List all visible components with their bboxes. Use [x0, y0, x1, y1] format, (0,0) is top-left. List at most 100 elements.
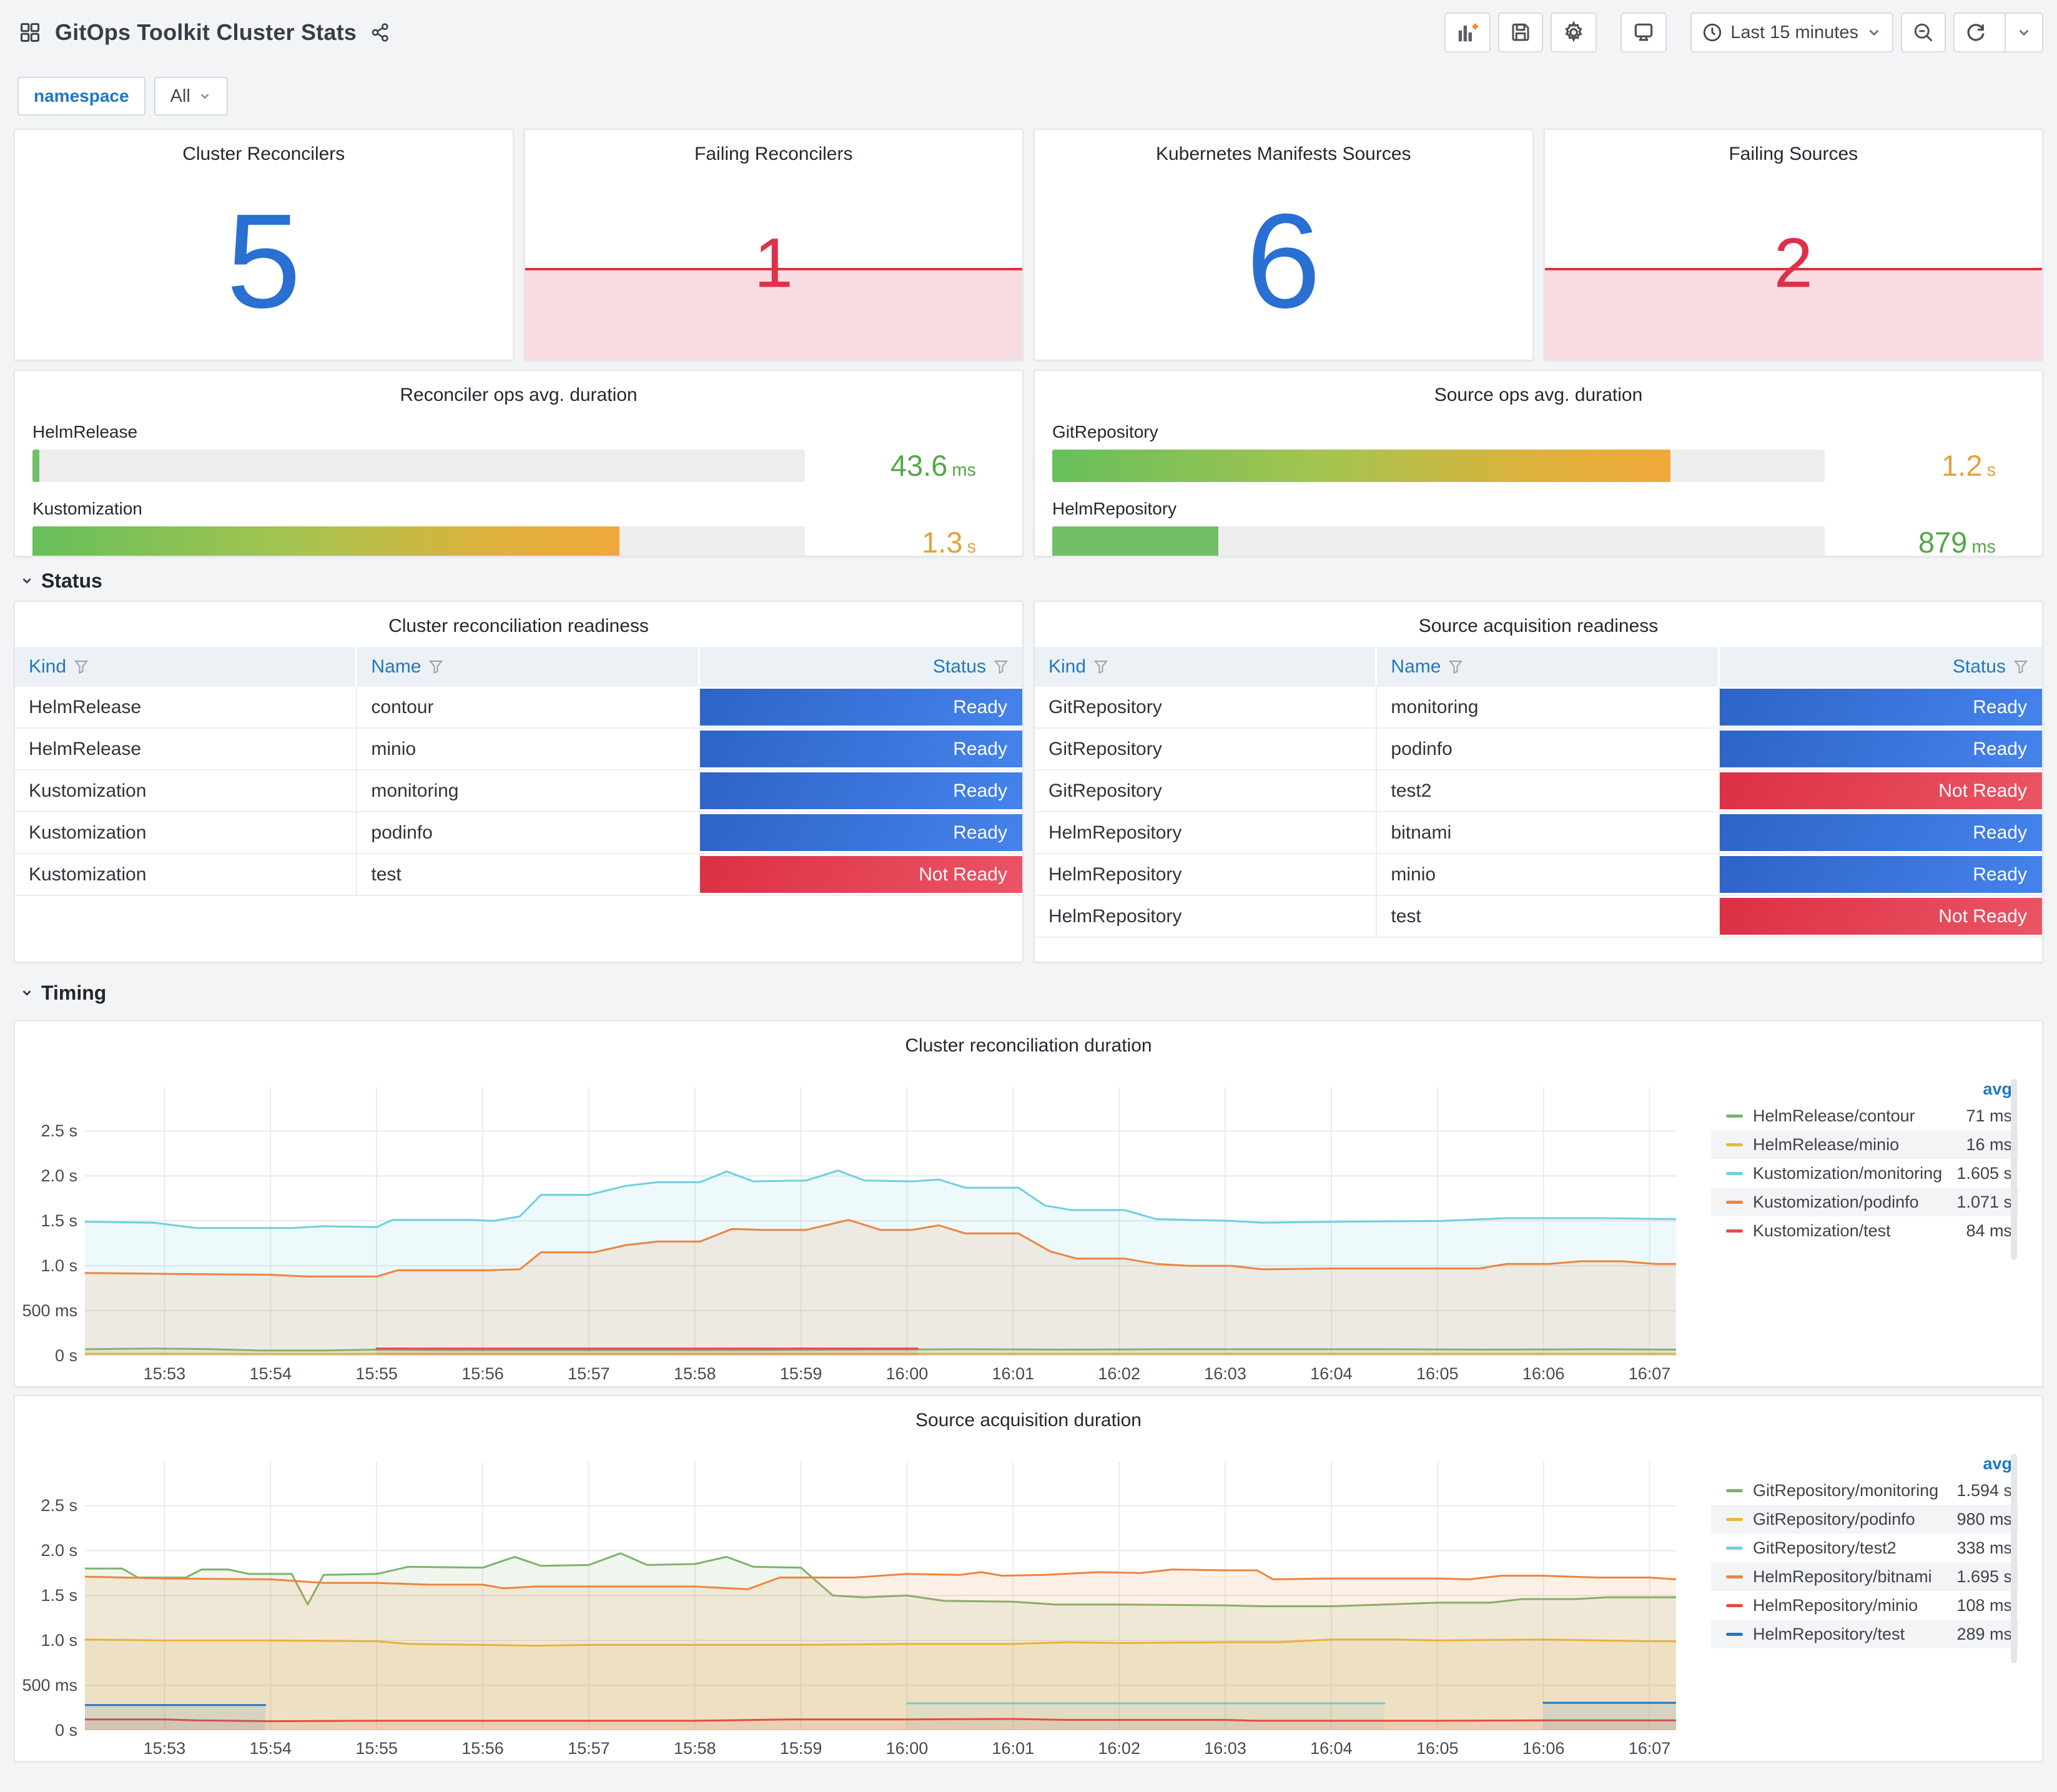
legend-item[interactable]: HelmRepository/bitnami 1.695 s — [1711, 1562, 2018, 1591]
column-header-kind[interactable]: Kind — [15, 647, 358, 687]
y-axis-tick: 1.0 s — [41, 1631, 77, 1650]
chevron-down-icon — [20, 574, 34, 588]
section-row-timing[interactable]: Timing — [14, 973, 2043, 1013]
panel-title[interactable]: Kubernetes Manifests Sources — [1155, 144, 1411, 164]
legend-series-name: GitRepository/test2 — [1753, 1538, 1897, 1557]
legend-avg-header[interactable]: avg — [1983, 1454, 2012, 1473]
panel-title[interactable]: Cluster reconciliation readiness — [388, 616, 649, 636]
legend-item[interactable]: HelmRepository/minio 108 ms — [1711, 1591, 2018, 1620]
panel-title[interactable]: Source acquisition readiness — [1418, 616, 1659, 636]
gauge-label: Kustomization — [32, 499, 142, 518]
funnel-icon[interactable] — [1093, 659, 1108, 674]
plot-area[interactable] — [85, 1462, 1676, 1730]
add-panel-button[interactable] — [1444, 12, 1491, 52]
legend-avg-header[interactable]: avg — [1983, 1080, 2012, 1098]
panel-title[interactable]: Reconciler ops avg. duration — [400, 385, 638, 405]
legend-series-avg: 1.605 s — [1956, 1163, 2012, 1183]
y-axis-tick: 2.5 s — [41, 1121, 77, 1141]
gauge-panel-source-ops: Source ops avg. duration GitRepository 1… — [1033, 370, 2043, 557]
gauge-fill — [1052, 449, 1670, 482]
status-cell: Not Ready — [1719, 896, 2042, 937]
refresh-icon[interactable] — [1955, 14, 1997, 51]
column-header-name[interactable]: Name — [357, 647, 700, 687]
table: Kind Name Status GitRepository monitoring Rea… — [1035, 647, 2042, 962]
table-row: Kustomization monitoring Ready — [15, 770, 1022, 812]
column-header-name[interactable]: Name — [1377, 647, 1720, 687]
table-cell: HelmRepository — [1035, 854, 1378, 895]
share-alt-icon[interactable] — [370, 22, 390, 42]
zoom-out-button[interactable] — [1901, 12, 1946, 52]
legend-item[interactable]: HelmRepository/test 289 ms — [1711, 1620, 2018, 1648]
stat-panel-failing-sources: Failing Sources 2 — [1543, 129, 2043, 361]
table-cell: HelmRelease — [15, 687, 358, 727]
legend-item[interactable]: GitRepository/monitoring 1.594 s — [1711, 1476, 2018, 1505]
panel-title[interactable]: Cluster Reconcilers — [182, 144, 345, 164]
funnel-icon[interactable] — [1448, 659, 1463, 674]
x-axis-tick: 16:04 — [1310, 1364, 1353, 1383]
panel-title[interactable]: Failing Reconcilers — [694, 144, 853, 164]
refresh-button[interactable] — [1953, 12, 2043, 52]
funnel-icon[interactable] — [74, 659, 89, 674]
legend-series-swatch — [1726, 1489, 1743, 1492]
variable-namespace-value-dropdown[interactable]: All — [154, 77, 228, 116]
x-axis-tick: 16:07 — [1628, 1364, 1671, 1383]
y-axis-tick: 500 ms — [22, 1301, 77, 1321]
status-cell: Not Ready — [1719, 770, 2042, 811]
legend-item[interactable]: GitRepository/test2 338 ms — [1711, 1534, 2018, 1562]
panel-title[interactable]: Source ops avg. duration — [1434, 385, 1643, 405]
status-badge: Ready — [1719, 856, 2042, 893]
status-cell: Ready — [699, 687, 1022, 727]
legend-item[interactable]: HelmRelease/contour 71 ms — [1711, 1101, 2018, 1130]
legend-item[interactable]: HelmRelease/minio 16 ms — [1711, 1130, 2018, 1159]
funnel-icon[interactable] — [428, 659, 443, 674]
section-row-status[interactable]: Status — [14, 561, 2043, 601]
funnel-icon[interactable] — [2013, 659, 2028, 674]
table-cell: GitRepository — [1035, 729, 1378, 769]
table-row: GitRepository podinfo Ready — [1035, 729, 2042, 770]
panel-title[interactable]: Failing Sources — [1729, 144, 1858, 164]
panel-title[interactable]: Source acquisition duration — [915, 1410, 1142, 1430]
legend-series-swatch — [1726, 1143, 1743, 1146]
x-axis-tick: 16:05 — [1416, 1364, 1459, 1383]
funnel-icon[interactable] — [994, 659, 1009, 674]
legend-item[interactable]: Kustomization/test 84 ms — [1711, 1216, 2018, 1245]
gauge-track — [1052, 449, 1825, 482]
legend-scrollbar[interactable] — [2011, 1454, 2017, 1663]
legend-series-name: Kustomization/monitoring — [1753, 1163, 1943, 1183]
chart-legend: avg HelmRelease/contour 71 ms HelmRelease/m… — [1711, 1076, 2018, 1245]
legend-scrollbar[interactable] — [2011, 1079, 2017, 1260]
y-axis-tick: 0 s — [54, 1346, 77, 1365]
column-header-kind[interactable]: Kind — [1035, 647, 1378, 687]
panel-title[interactable]: Cluster reconciliation duration — [905, 1035, 1152, 1056]
table-cell: test2 — [1377, 770, 1720, 811]
column-header-label: Kind — [29, 656, 67, 677]
cycle-view-button[interactable] — [1620, 12, 1667, 52]
dashboard-header: GitOps Toolkit Cluster Stats — [14, 0, 2043, 65]
save-dashboard-button[interactable] — [1498, 12, 1544, 52]
column-header-status[interactable]: Status — [1719, 647, 2042, 687]
x-axis-tick: 16:06 — [1522, 1364, 1565, 1383]
status-badge: Not Ready — [699, 856, 1022, 893]
dashboard-settings-button[interactable] — [1551, 12, 1597, 52]
table-row: GitRepository test2 Not Ready — [1035, 770, 2042, 812]
gauge-label: GitRepository — [1052, 422, 1158, 441]
status-badge: Not Ready — [1719, 898, 2042, 935]
legend-series-avg: 980 ms — [1956, 1509, 2012, 1529]
legend-series-avg: 84 ms — [1966, 1221, 2012, 1240]
legend-item[interactable]: GitRepository/podinfo 980 ms — [1711, 1505, 2018, 1534]
variable-namespace-label[interactable]: namespace — [17, 77, 146, 116]
time-range-picker[interactable]: Last 15 minutes — [1690, 12, 1893, 52]
legend-item[interactable]: Kustomization/monitoring 1.605 s — [1711, 1159, 2018, 1188]
legend-series-name: HelmRepository/minio — [1753, 1595, 1918, 1615]
x-axis-tick: 15:55 — [355, 1364, 398, 1383]
legend-item[interactable]: Kustomization/podinfo 1.071 s — [1711, 1188, 2018, 1216]
refresh-interval-dropdown[interactable] — [2005, 14, 2042, 51]
x-axis-tick: 16:03 — [1204, 1364, 1246, 1383]
plot-area[interactable] — [85, 1087, 1676, 1356]
table-cell: contour — [357, 687, 700, 727]
save-icon — [1509, 21, 1532, 44]
table-cell: Kustomization — [15, 770, 358, 811]
grid-layout-icon[interactable] — [19, 21, 41, 44]
column-header-status[interactable]: Status — [699, 647, 1022, 687]
